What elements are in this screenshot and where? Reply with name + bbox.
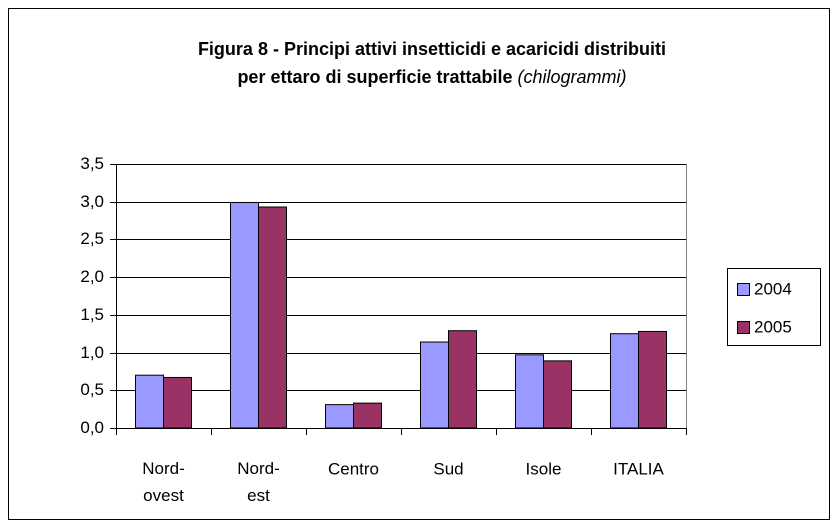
y-tick-label: 2,5	[80, 229, 104, 248]
x-tick-label: Centro	[328, 459, 379, 478]
y-tick-label: 2,0	[80, 267, 104, 286]
legend-label: 2005	[754, 317, 792, 336]
y-tick-label: 1,0	[80, 343, 104, 362]
x-tick-label: Nord-est	[237, 459, 280, 505]
bar	[258, 206, 287, 429]
bar	[543, 360, 572, 429]
chart-title: Figura 8 - Principi attivi insetticidi e…	[198, 39, 666, 59]
bar	[353, 402, 382, 429]
chart-unit: (chilogrammi)	[518, 67, 627, 87]
y-tick-label: 0,0	[80, 418, 104, 437]
legend-label: 2004	[754, 279, 792, 298]
bar	[515, 354, 544, 429]
chart-title: per ettaro di superficie trattabile (chi…	[237, 67, 626, 87]
y-tick-label: 0,5	[80, 380, 104, 399]
plot-area	[116, 164, 687, 429]
legend-swatch	[737, 283, 750, 296]
x-tick-label: Sud	[433, 459, 463, 478]
x-tick-label: Isole	[526, 459, 562, 478]
bar	[420, 341, 449, 429]
bar	[230, 201, 259, 429]
y-tick-label: 3,0	[80, 192, 104, 211]
x-tick-label: Nord-ovest	[142, 459, 185, 505]
y-tick-label: 1,5	[80, 305, 104, 324]
bar	[638, 330, 667, 429]
y-tick-label: 3,5	[80, 154, 104, 173]
bar	[610, 333, 639, 429]
chart-title: per ettaro di superficie trattabile	[237, 67, 512, 87]
bar	[163, 376, 192, 429]
x-tick-label: ITALIA	[613, 459, 664, 478]
bar	[448, 330, 477, 429]
bar	[325, 404, 354, 429]
legend-swatch	[737, 321, 750, 334]
bar	[135, 374, 164, 429]
